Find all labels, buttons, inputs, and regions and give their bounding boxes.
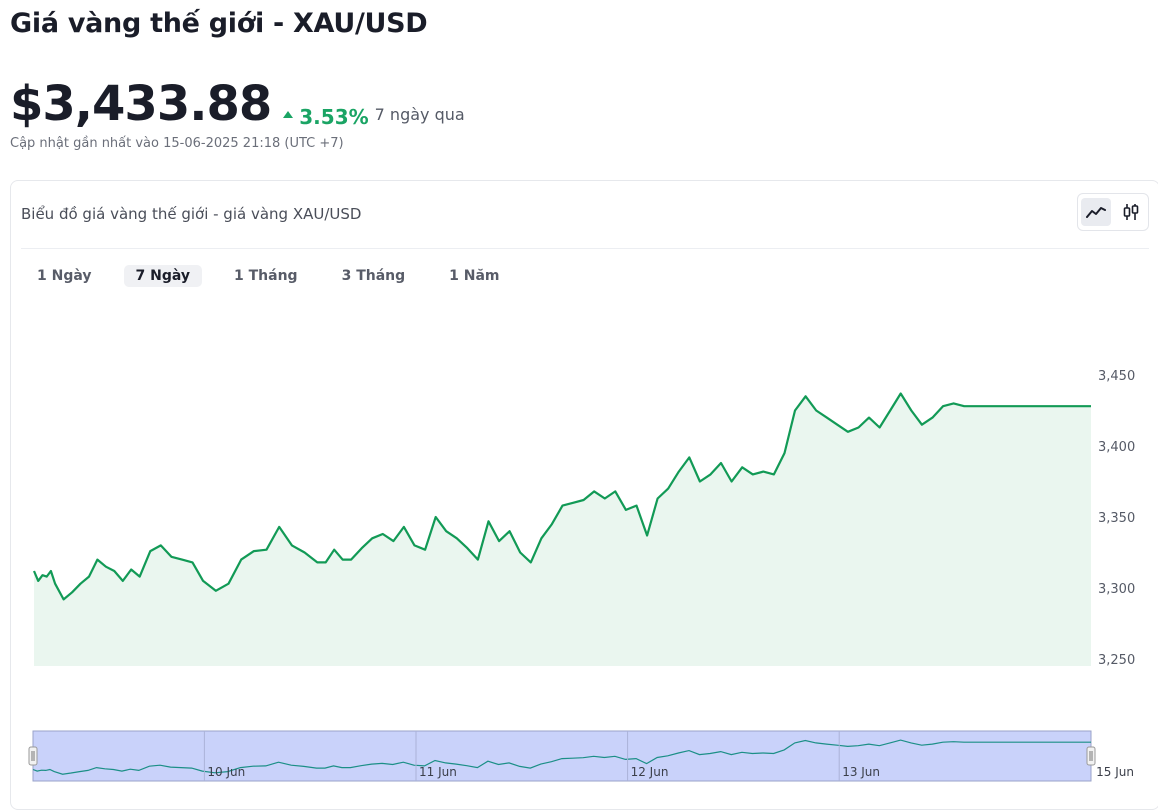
navigator-tick-label: 13 Jun [842,765,880,779]
tab-3-months[interactable]: 3 Tháng [341,268,406,284]
tab-1-day[interactable]: 1 Ngày [37,268,92,284]
line-chart-button[interactable] [1080,198,1111,226]
price-change: 3.53% [283,104,369,129]
price-line [32,392,1091,601]
line-chart-icon [1085,207,1106,218]
navigator-tick-label: 15 Jun [1096,765,1134,779]
y-tick-label: 3,250 [1098,653,1135,668]
tab-1-month[interactable]: 1 Tháng [234,268,298,284]
navigator-tick-label: 11 Jun [419,765,457,779]
y-tick-label: 3,450 [1098,369,1135,384]
page-title: Giá vàng thế giới - XAU/USD [10,8,428,39]
navigator-tick-label: 12 Jun [631,765,669,779]
chart-type-toggle [1077,193,1149,231]
tab-7-days[interactable]: 7 Ngày [123,265,202,287]
up-arrow-icon [283,111,294,118]
tab-1-year[interactable]: 1 Năm [449,268,500,284]
last-updated: Cập nhật gần nhất vào 15-06-2025 21:18 (… [10,136,344,151]
y-tick-label: 3,350 [1098,511,1135,526]
y-tick-label: 3,400 [1098,440,1135,455]
candlestick-button[interactable] [1116,198,1146,226]
price-area [34,393,1091,666]
card-divider [21,248,1149,249]
navigator-handle-right[interactable] [1086,746,1096,766]
change-percent: 3.53% [299,104,369,129]
candlestick-icon [1123,204,1138,220]
navigator-series [32,739,1091,775]
range-tabs: 1 Ngày 7 Ngày 1 Tháng 3 Tháng 1 Năm [25,265,532,287]
y-tick-label: 3,300 [1098,582,1135,597]
price-row: $3,433.88 3.53% 7 ngày qua [10,76,465,132]
navigator-window[interactable] [32,730,1092,782]
navigator-tick-label: 10 Jun [207,765,245,779]
current-price: $3,433.88 [10,76,272,132]
chart-title: Biểu đồ giá vàng thế giới - giá vàng XAU… [21,205,362,223]
change-period: 7 ngày qua [374,105,465,124]
navigator-handle-left[interactable] [28,746,38,766]
